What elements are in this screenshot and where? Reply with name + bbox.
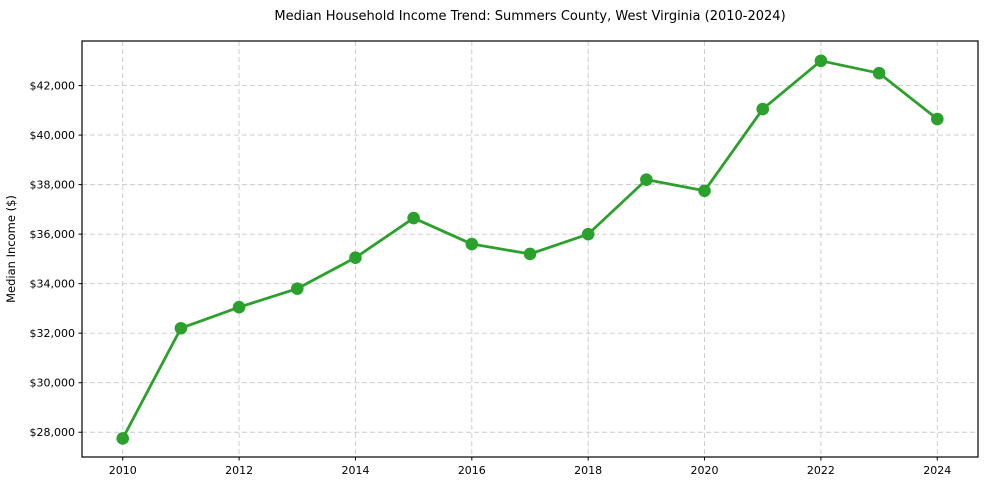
y-tick-label: $42,000 xyxy=(30,79,76,92)
data-point-marker xyxy=(407,211,420,225)
x-tick-label: 2024 xyxy=(923,464,951,477)
x-tick-label: 2016 xyxy=(458,464,486,477)
x-tick-label: 2018 xyxy=(574,464,602,477)
chart-title: Median Household Income Trend: Summers C… xyxy=(274,9,786,24)
data-point-marker xyxy=(930,112,944,126)
y-tick-label: $38,000 xyxy=(30,178,76,191)
y-tick-label: $28,000 xyxy=(30,426,76,439)
y-tick-label: $34,000 xyxy=(30,277,76,290)
data-point-marker xyxy=(756,102,770,116)
data-point-marker xyxy=(174,321,188,335)
x-tick-label: 2012 xyxy=(225,464,253,477)
data-point-marker xyxy=(872,66,886,80)
data-point-marker xyxy=(698,184,711,198)
y-axis-label: Median Income ($) xyxy=(4,195,18,303)
y-tick-label: $32,000 xyxy=(30,327,76,340)
x-tick-label: 2014 xyxy=(341,464,369,477)
data-point-marker xyxy=(116,432,130,445)
data-point-marker xyxy=(465,237,479,251)
data-point-marker xyxy=(232,300,246,314)
y-tick-label: $36,000 xyxy=(30,228,76,241)
data-point-marker xyxy=(290,282,304,295)
x-tick-label: 2020 xyxy=(691,464,719,477)
x-tick-label: 2022 xyxy=(807,464,835,477)
plot-frame xyxy=(81,40,979,458)
y-tick-label: $40,000 xyxy=(30,129,76,142)
y-tick-label: $30,000 xyxy=(30,377,76,390)
data-point-marker xyxy=(581,227,595,241)
data-point-marker xyxy=(814,54,828,68)
data-point-marker xyxy=(640,173,653,186)
x-tick-label: 2010 xyxy=(109,464,137,477)
data-point-marker xyxy=(349,251,362,264)
data-point-marker xyxy=(523,247,537,261)
